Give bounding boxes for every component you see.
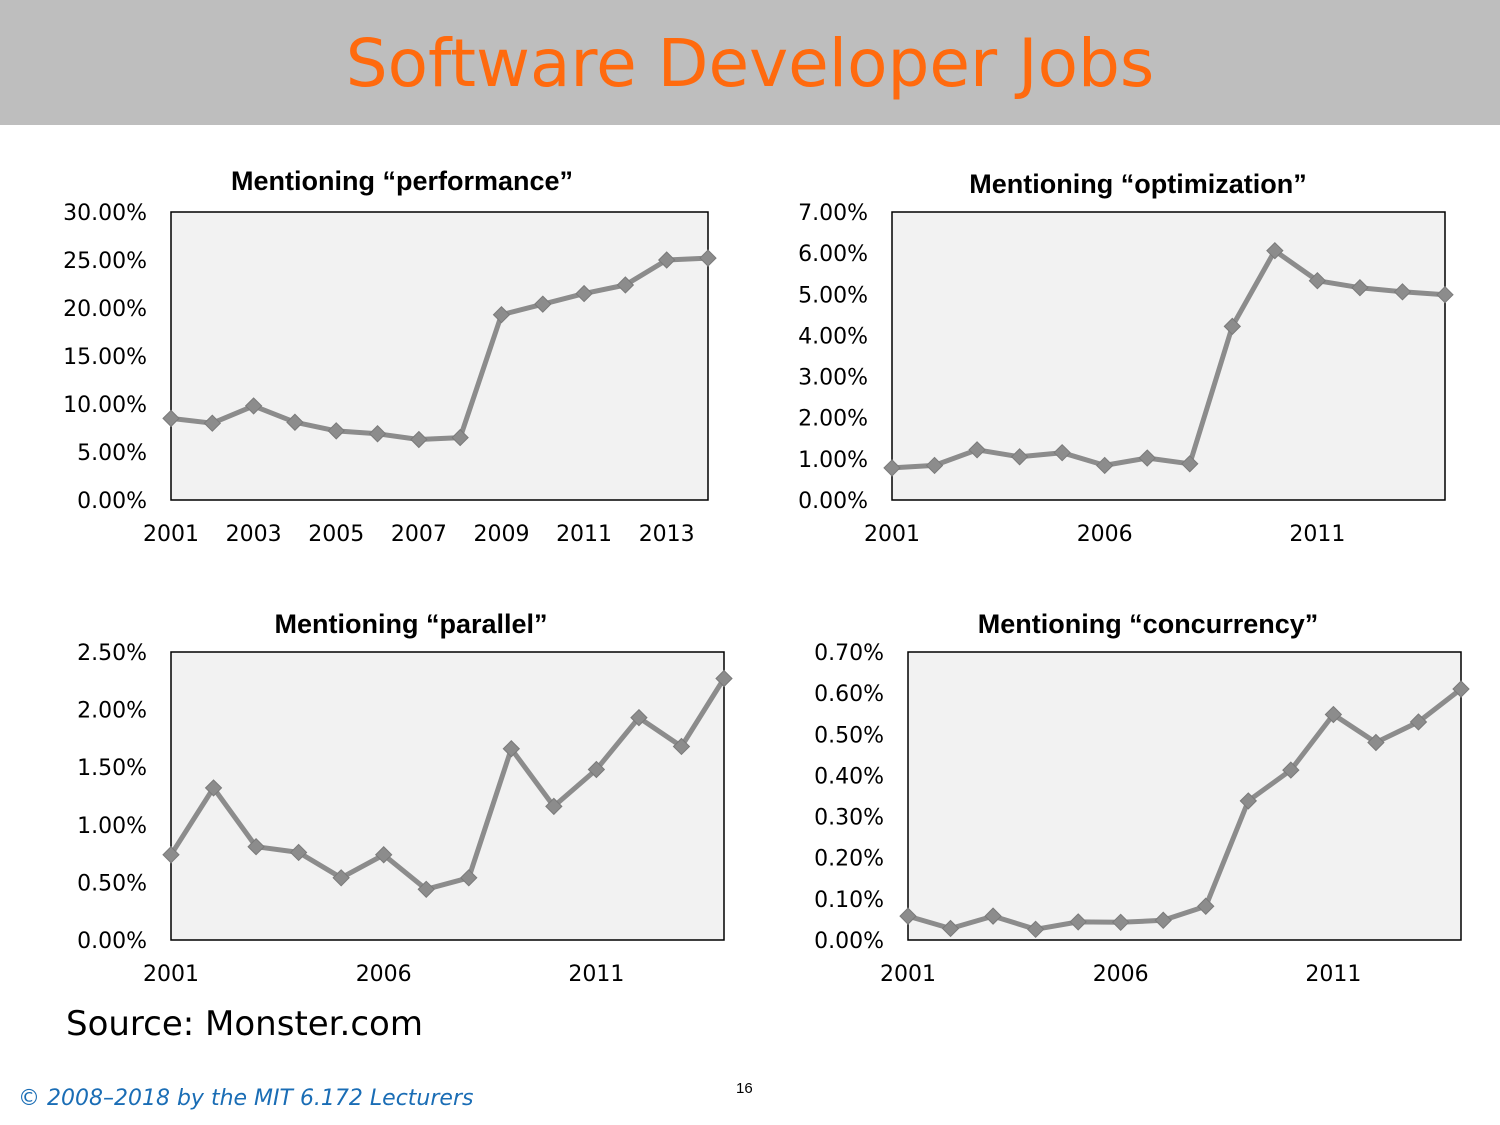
y-tick-label: 0.70% xyxy=(814,641,884,666)
y-tick-label: 2.00% xyxy=(798,407,868,432)
x-tick-label: 2007 xyxy=(391,522,447,547)
chart-4: Mentioning “concurrency” 0.00% 0.10% 0.20% 0… xyxy=(814,609,1469,987)
y-tick-label: 0.00% xyxy=(77,929,147,954)
x-tick-label: 2013 xyxy=(639,522,695,547)
y-tick-label: 3.00% xyxy=(798,366,868,391)
chart-2: Mentioning “optimization” 0.00% 1.00% 2.00%… xyxy=(798,169,1453,547)
x-tick-label: 2003 xyxy=(226,522,282,547)
y-tick-label: 0.30% xyxy=(814,806,884,831)
y-tick-label: 5.00% xyxy=(77,441,147,466)
y-tick-label: 30.00% xyxy=(63,201,147,226)
page-number: 16 xyxy=(736,1080,753,1097)
y-tick-label: 0.00% xyxy=(814,929,884,954)
plot-area xyxy=(892,212,1445,500)
y-tick-label: 5.00% xyxy=(798,283,868,308)
x-tick-label: 2011 xyxy=(1289,522,1345,547)
y-tick-label: 7.00% xyxy=(798,201,868,226)
source-note: Source: Monster.com xyxy=(66,1004,423,1044)
chart-title: Mentioning “concurrency” xyxy=(978,609,1319,639)
x-tick-label: 2001 xyxy=(864,522,920,547)
y-tick-label: 0.50% xyxy=(814,723,884,748)
y-tick-label: 0.60% xyxy=(814,682,884,707)
y-tick-label: 1.00% xyxy=(77,814,147,839)
copyright-notice: © 2008–2018 by the MIT 6.172 Lecturers xyxy=(18,1086,473,1111)
y-tick-label: 10.00% xyxy=(63,393,147,418)
plot-area xyxy=(171,212,708,500)
x-tick-label: 2009 xyxy=(473,522,529,547)
chart-title: Mentioning “parallel” xyxy=(274,609,547,639)
y-tick-label: 0.40% xyxy=(814,764,884,789)
y-tick-label: 15.00% xyxy=(63,345,147,370)
x-tick-label: 2006 xyxy=(356,962,412,987)
chart-title: Mentioning “optimization” xyxy=(969,169,1306,199)
y-tick-label: 20.00% xyxy=(63,297,147,322)
x-tick-label: 2011 xyxy=(1305,962,1361,987)
y-tick-label: 4.00% xyxy=(798,324,868,349)
x-tick-label: 2005 xyxy=(308,522,364,547)
y-tick-label: 0.00% xyxy=(77,489,147,514)
chart-title: Mentioning “performance” xyxy=(231,166,573,196)
y-tick-label: 0.50% xyxy=(77,871,147,896)
y-tick-label: 0.00% xyxy=(798,489,868,514)
x-tick-label: 2006 xyxy=(1077,522,1133,547)
chart-1: Mentioning “performance” 0.00% 5.00% 10.00%… xyxy=(63,166,716,547)
chart-3: Mentioning “parallel” 0.00% 0.50% 1.00% 1.50… xyxy=(77,609,732,987)
y-tick-label: 0.20% xyxy=(814,847,884,872)
plot-area xyxy=(908,652,1461,940)
x-tick-label: 2001 xyxy=(880,962,936,987)
y-tick-label: 6.00% xyxy=(798,242,868,267)
y-tick-label: 1.50% xyxy=(77,756,147,781)
x-tick-label: 2006 xyxy=(1093,962,1149,987)
y-tick-label: 2.00% xyxy=(77,699,147,724)
x-tick-label: 2001 xyxy=(143,962,199,987)
x-tick-label: 2001 xyxy=(143,522,199,547)
x-tick-label: 2011 xyxy=(556,522,612,547)
x-tick-label: 2011 xyxy=(568,962,624,987)
y-tick-label: 2.50% xyxy=(77,641,147,666)
y-tick-label: 1.00% xyxy=(798,448,868,473)
plot-area xyxy=(171,652,724,940)
y-tick-label: 25.00% xyxy=(63,249,147,274)
y-tick-label: 0.10% xyxy=(814,888,884,913)
